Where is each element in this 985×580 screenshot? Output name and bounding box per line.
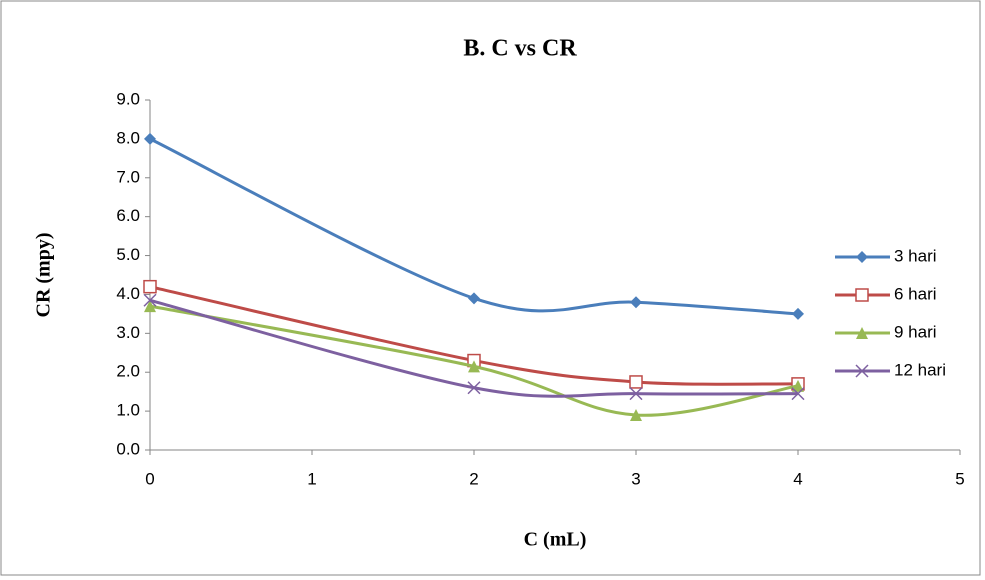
chart: B. C vs CR C (mL) CR (mpy) 0.0 1.0 2.0 3.0 4… xyxy=(0,0,985,580)
x-tick-label: 0 xyxy=(145,469,154,488)
y-tick-label: 4.0 xyxy=(116,284,140,303)
y-tick-label: 5.0 xyxy=(116,245,140,264)
chart-title: B. C vs CR xyxy=(463,36,577,62)
y-tick-label: 9.0 xyxy=(116,89,140,108)
data-point xyxy=(630,376,642,388)
y-tick-label: 7.0 xyxy=(116,167,140,186)
legend-label: 3 hari xyxy=(894,246,937,265)
y-tick-label: 1.0 xyxy=(116,401,140,420)
x-tick-label: 1 xyxy=(307,469,316,488)
y-tick-label: 6.0 xyxy=(116,206,140,225)
x-tick-label: 5 xyxy=(955,469,964,488)
x-tick-label: 4 xyxy=(793,469,802,488)
x-axis-label: C (mL) xyxy=(524,529,587,551)
y-axis-label: CR (mpy) xyxy=(33,233,55,318)
y-tick-label: 0.0 xyxy=(116,439,140,458)
y-tick-label: 2.0 xyxy=(116,362,140,381)
x-tick-label: 2 xyxy=(469,469,478,488)
legend-label: 9 hari xyxy=(894,322,937,341)
data-point xyxy=(144,281,156,293)
y-tick-label: 3.0 xyxy=(116,323,140,342)
x-tick-label: 3 xyxy=(631,469,640,488)
y-tick-label: 8.0 xyxy=(116,128,140,147)
legend-label: 6 hari xyxy=(894,284,937,303)
legend-marker xyxy=(856,289,868,301)
legend-label: 12 hari xyxy=(894,360,946,379)
